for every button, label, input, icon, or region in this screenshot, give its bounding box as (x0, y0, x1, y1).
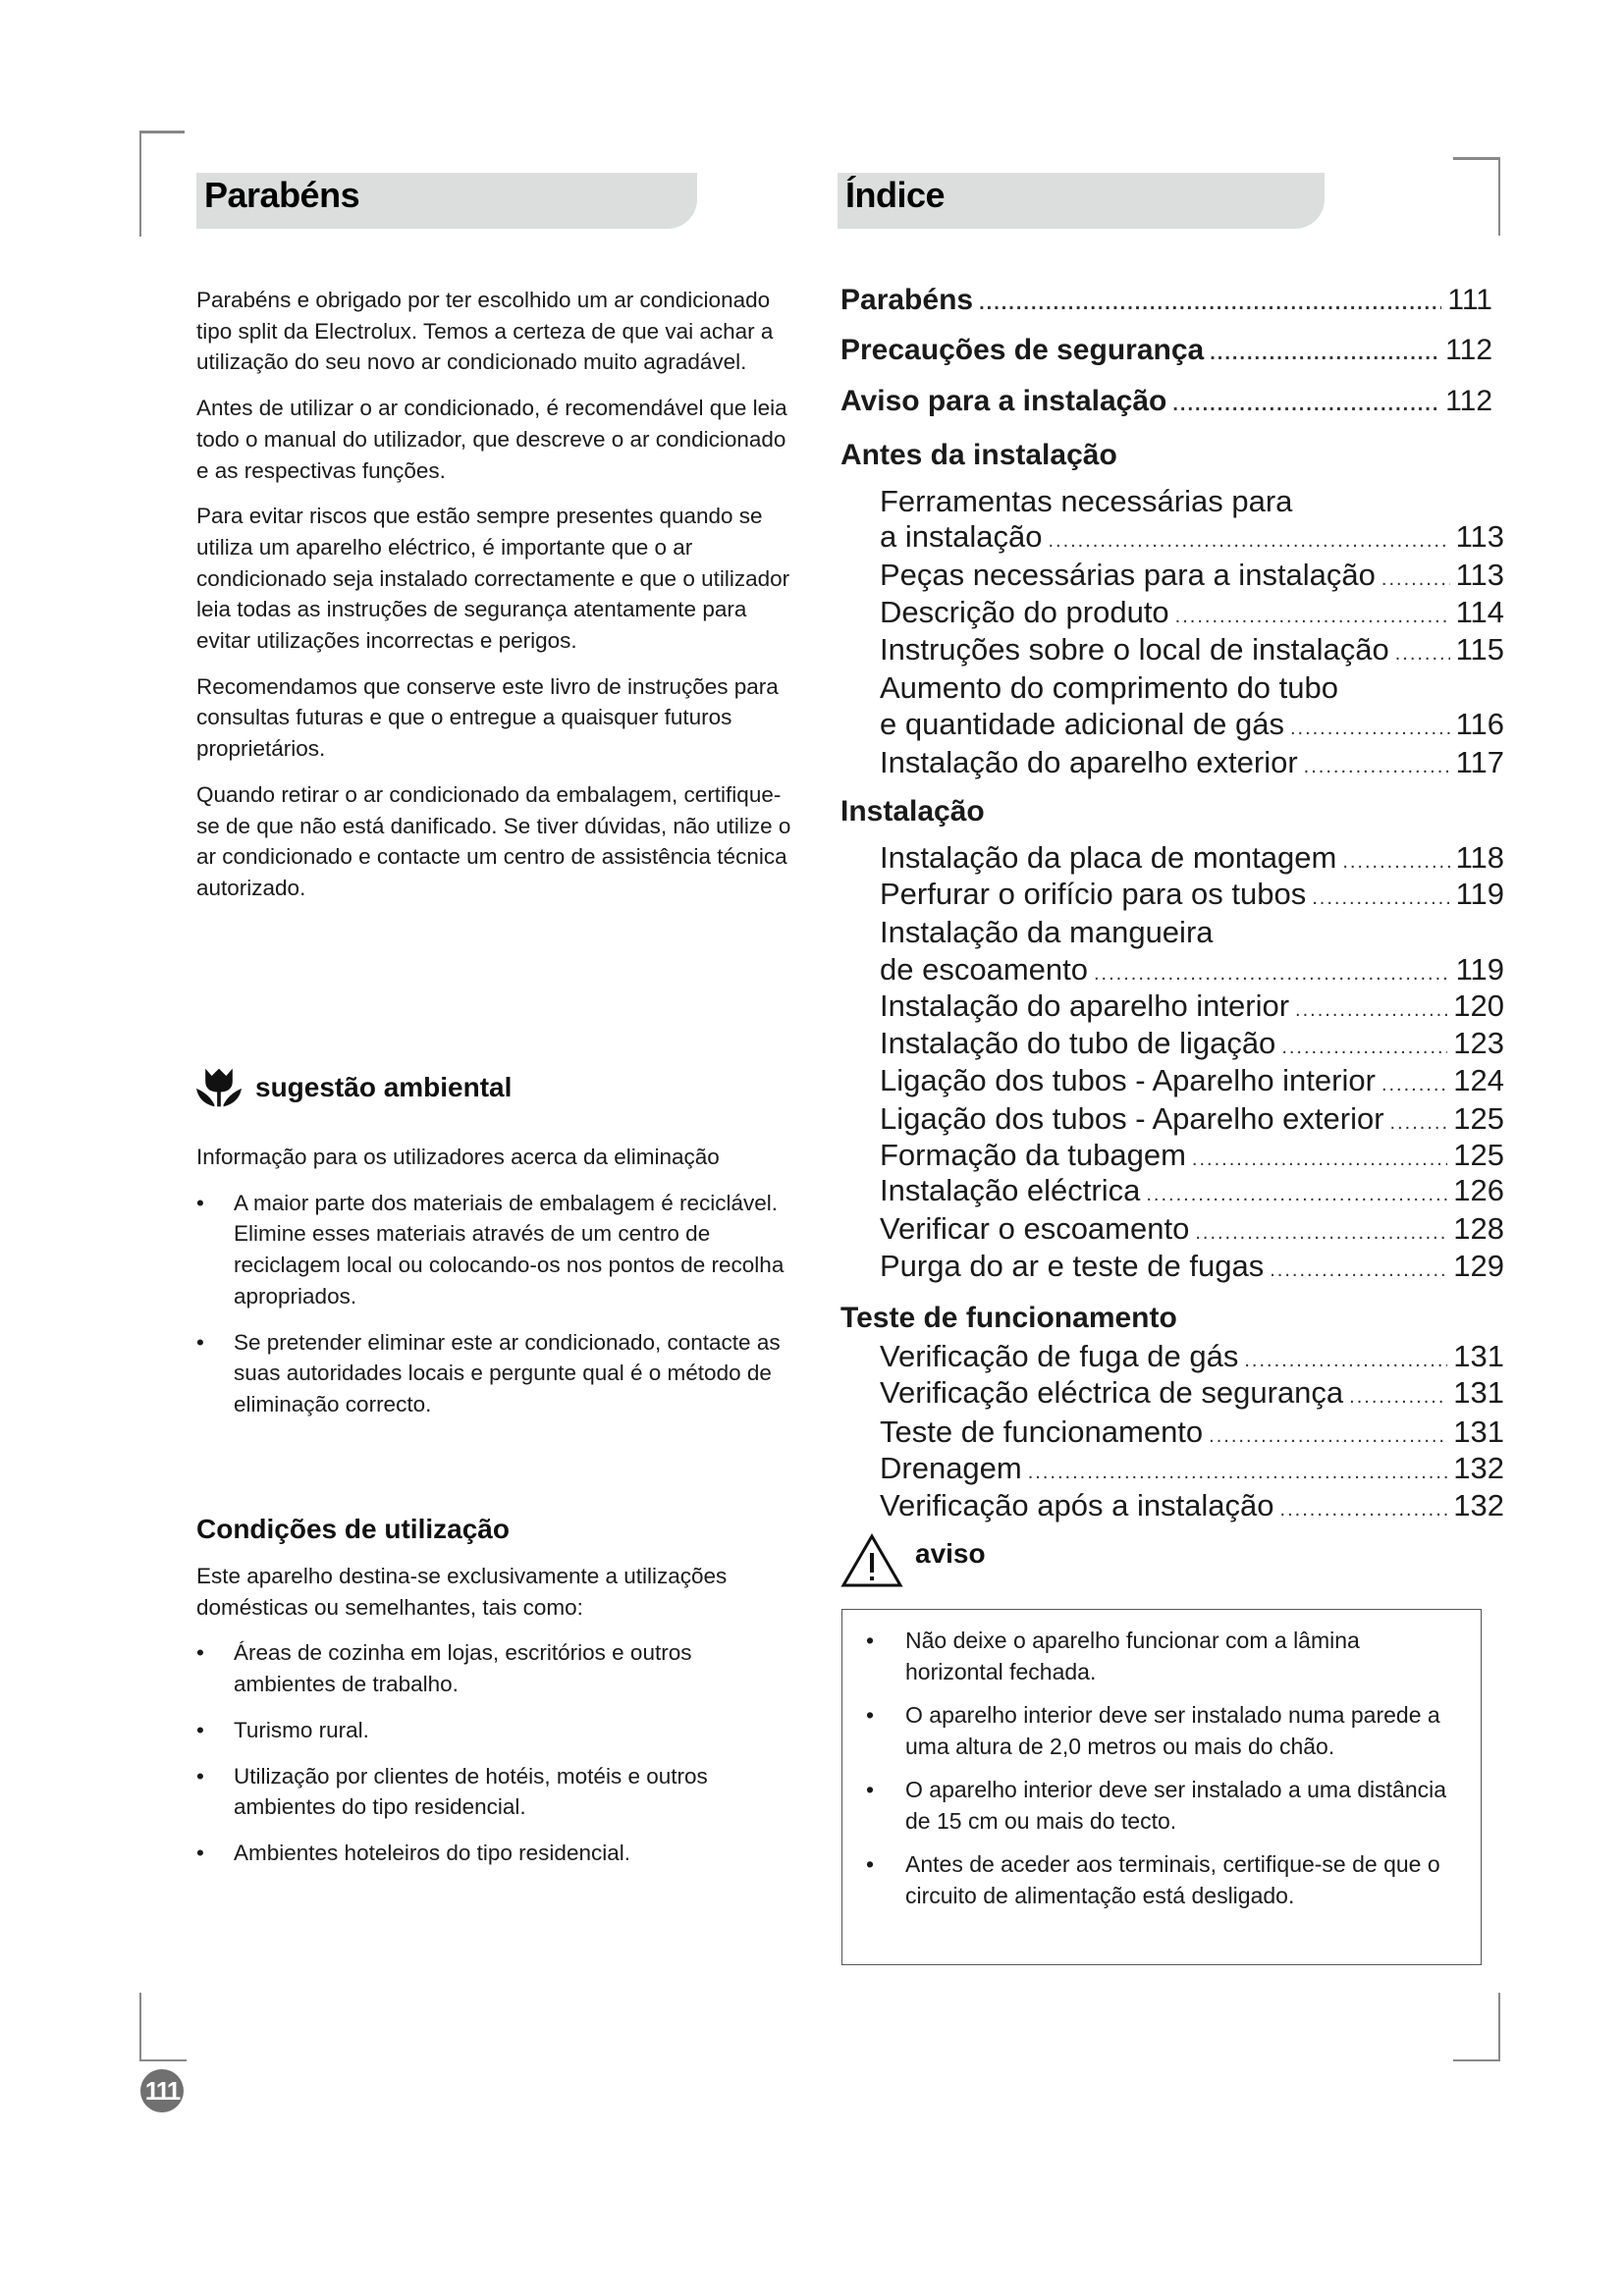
index-title: Índice (845, 175, 946, 215)
toc-entry[interactable]: Verificação eléctrica de segurança131 (880, 1375, 1504, 1411)
flower-icon (196, 1068, 242, 1107)
toc-entry-line[interactable]: Ferramentas necessárias para (880, 484, 1293, 518)
toc-entry[interactable]: Descrição do produto114 (880, 595, 1504, 630)
toc-entry[interactable]: Parabéns111 (840, 284, 1492, 319)
corner-bracket (139, 131, 141, 237)
toc-entry[interactable]: Ligação dos tubos - Aparelho interior124 (880, 1063, 1504, 1098)
paragraph: Quando retirar o ar condicionado da emba… (196, 781, 791, 900)
section-header-index: Índice (838, 173, 1325, 229)
list-item: O aparelho interior deve ser instalado n… (866, 1700, 1451, 1762)
corner-bracket (139, 131, 185, 133)
list-item: Se pretender eliminar este ar condiciona… (196, 1327, 797, 1420)
intro-text: Parabéns e obrigado por ter escolhido um… (196, 285, 797, 919)
toc-heading: Antes da instalação (840, 439, 1117, 471)
toc-entry[interactable]: Instalação do aparelho interior120 (880, 988, 1504, 1024)
toc-entry[interactable]: Teste de funcionamento131 (880, 1415, 1504, 1450)
toc-entry[interactable]: Purga do ar e teste de fugas129 (880, 1249, 1504, 1284)
toc-entry[interactable]: Verificação de fuga de gás131 (880, 1339, 1504, 1374)
eco-heading-text: sugestão ambiental (255, 1072, 513, 1102)
toc-entry[interactable]: Verificar o escoamento128 (880, 1211, 1504, 1247)
paragraph: Recomendamos que conserve este livro de … (196, 673, 779, 762)
toc-entry[interactable]: Instalação eléctrica126 (880, 1173, 1504, 1208)
toc-heading: Instalação (840, 795, 985, 828)
toc-entry[interactable]: e quantidade adicional de gás116 (880, 707, 1504, 742)
list-item: Utilização por clientes de hotéis, motéi… (196, 1761, 797, 1823)
toc-entry[interactable]: Aviso para a instalação112 (840, 385, 1492, 420)
conditions-text: Este aparelho destina-se exclusivamente … (196, 1561, 797, 1884)
page-number: 111 (140, 2069, 184, 2112)
paragraph: Informação para os utilizadores acerca d… (196, 1145, 720, 1169)
corner-bracket (1453, 157, 1500, 160)
paragraph: Para evitar riscos que estão sempre pres… (196, 504, 790, 654)
eco-text: Informação para os utilizadores acerca d… (196, 1142, 797, 1435)
paragraph: Antes de utilizar o ar condicionado, é r… (196, 396, 787, 483)
toc-entry[interactable]: Precauções de segurança112 (840, 334, 1492, 369)
list-item: Áreas de cozinha em lojas, escritórios e… (196, 1637, 797, 1699)
corner-bracket (1453, 2059, 1500, 2061)
toc-entry[interactable]: Instalação do tubo de ligação123 (880, 1026, 1504, 1061)
toc-entry[interactable]: Perfurar o orifício para os tubos119 (880, 877, 1504, 912)
list-item: A maior parte dos materiais de embalagem… (196, 1188, 797, 1312)
toc-entry[interactable]: Drenagem132 (880, 1451, 1504, 1486)
warning-triangle-icon (840, 1533, 903, 1587)
page-title: Parabéns (204, 175, 360, 215)
toc-entry[interactable]: Ligação dos tubos - Aparelho exterior125 (880, 1101, 1504, 1137)
toc-entry[interactable]: Instalação do aparelho exterior117 (880, 745, 1504, 780)
warning-box: Não deixe o aparelho funcionar com a lâm… (841, 1609, 1482, 1965)
list-item: O aparelho interior deve ser instalado a… (866, 1775, 1451, 1837)
toc-entry[interactable]: Instalação da placa de montagem118 (880, 840, 1504, 876)
list-item: Turismo rural. (196, 1715, 797, 1746)
eco-heading: sugestão ambiental (196, 1065, 512, 1110)
toc-entry[interactable]: Formação da tubagem125 (880, 1138, 1504, 1173)
list-item: Antes de aceder aos terminais, certifiqu… (866, 1849, 1451, 1911)
toc-entry[interactable]: a instalação113 (880, 519, 1504, 555)
conditions-heading: Condições de utilização (196, 1514, 510, 1544)
toc-entry[interactable]: de escoamento119 (880, 952, 1504, 988)
toc-entry[interactable]: Peças necessárias para a instalação113 (880, 558, 1504, 593)
paragraph: Parabéns e obrigado por ter escolhido um… (196, 288, 774, 375)
corner-bracket (139, 2059, 187, 2061)
toc-entry-line[interactable]: Aumento do comprimento do tubo (880, 670, 1338, 705)
corner-bracket (139, 1993, 141, 2061)
warning-heading-text: aviso (915, 1538, 986, 1569)
list-item: Não deixe o aparelho funcionar com a lâm… (866, 1626, 1451, 1687)
toc-entry-line[interactable]: Instalação da mangueira (880, 915, 1214, 949)
toc-entry[interactable]: Verificação após a instalação132 (880, 1488, 1504, 1523)
toc-heading: Teste de funcionamento (840, 1302, 1177, 1334)
corner-bracket (1498, 1993, 1500, 2061)
paragraph: Este aparelho destina-se exclusivamente … (196, 1564, 728, 1620)
corner-bracket (1498, 157, 1500, 236)
list-item: Ambientes hoteleiros do tipo residencial… (196, 1838, 797, 1869)
toc-entry[interactable]: Instruções sobre o local de instalação11… (880, 632, 1504, 667)
section-header-congrats: Parabéns (196, 173, 697, 229)
warning-heading: aviso (840, 1533, 986, 1588)
